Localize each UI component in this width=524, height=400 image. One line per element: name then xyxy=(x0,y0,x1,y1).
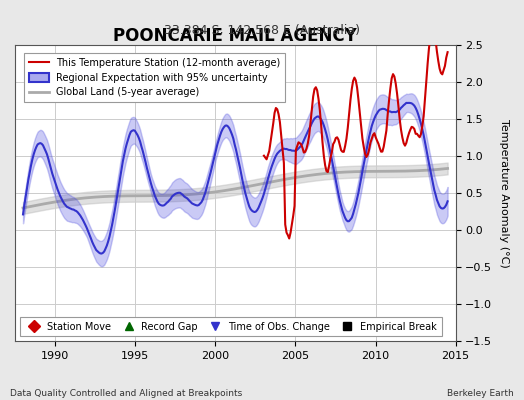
Y-axis label: Temperature Anomaly (°C): Temperature Anomaly (°C) xyxy=(499,119,509,268)
Title: POONCARIE MAIL AGENCY: POONCARIE MAIL AGENCY xyxy=(113,27,357,45)
Text: 33.384 S, 142.568 E (Australia): 33.384 S, 142.568 E (Australia) xyxy=(164,24,360,37)
Text: Data Quality Controlled and Aligned at Breakpoints: Data Quality Controlled and Aligned at B… xyxy=(10,389,243,398)
Text: Berkeley Earth: Berkeley Earth xyxy=(447,389,514,398)
Legend: Station Move, Record Gap, Time of Obs. Change, Empirical Break: Station Move, Record Gap, Time of Obs. C… xyxy=(20,317,442,336)
